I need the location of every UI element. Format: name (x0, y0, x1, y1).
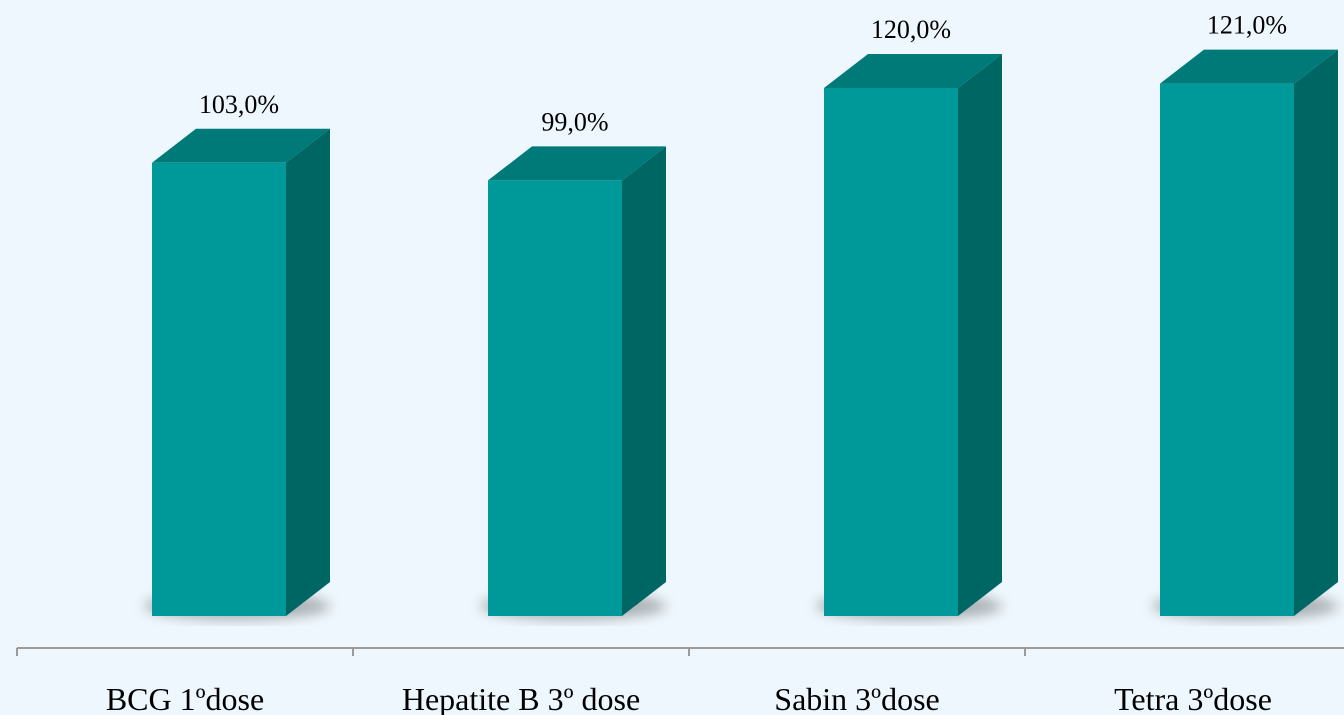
category-label-3: Sabin 3ºdose (774, 681, 939, 715)
data-label-1: 103,0% (199, 90, 279, 119)
bar-1 (144, 128, 330, 620)
bar-4 (1152, 49, 1338, 620)
data-label-2: 99,0% (541, 107, 608, 136)
bar-side-face (958, 54, 1002, 616)
x-axis (16, 647, 1344, 656)
bar-2 (480, 146, 666, 620)
bar-top-face (488, 146, 666, 181)
data-label-3: 120,0% (871, 15, 951, 44)
category-label-4: Tetra 3ºdose (1114, 681, 1272, 715)
bar-side-face (622, 146, 666, 616)
bar-top-face (152, 128, 330, 163)
data-label-4: 121,0% (1207, 11, 1287, 40)
bar-side-face (286, 128, 330, 617)
bars-layer (144, 49, 1338, 620)
labels-layer: 103,0% BCG 1ºdose 99,0% Hepatite B 3º dose 1… (106, 11, 1287, 715)
bar-front-face (824, 88, 958, 616)
bar-front-face (488, 180, 622, 616)
bar-top-face (1160, 49, 1338, 84)
bar-front-face (1160, 83, 1294, 617)
bar-side-face (1294, 49, 1338, 617)
bar-top-face (824, 54, 1002, 88)
category-label-2: Hepatite B 3º dose (402, 681, 640, 715)
bar-front-face (152, 162, 286, 617)
bar-3 (816, 54, 1002, 620)
category-label-1: BCG 1ºdose (106, 681, 264, 715)
